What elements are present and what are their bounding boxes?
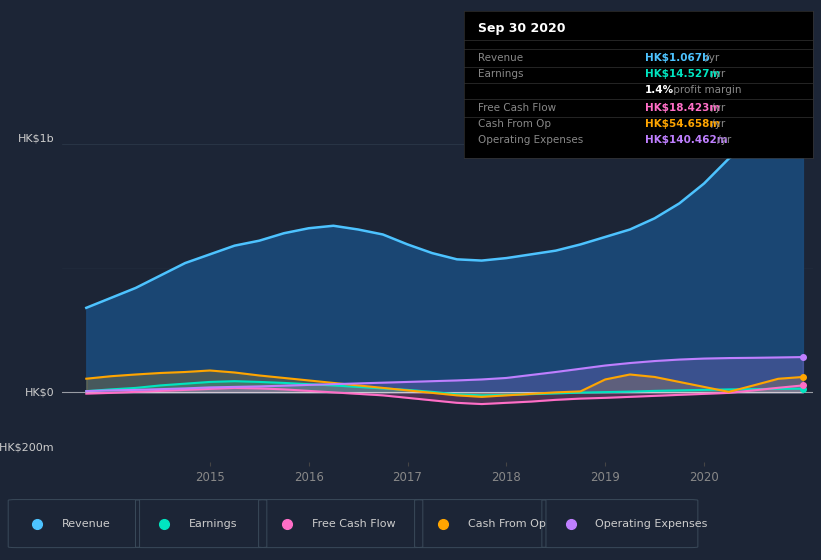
Text: /yr: /yr [702, 53, 719, 63]
Text: Sep 30 2020: Sep 30 2020 [478, 22, 566, 35]
Text: Free Cash Flow: Free Cash Flow [312, 519, 396, 529]
Text: /yr: /yr [708, 119, 726, 129]
Text: Revenue: Revenue [478, 53, 523, 63]
Text: Earnings: Earnings [478, 69, 523, 79]
Text: profit margin: profit margin [671, 85, 742, 95]
Text: /yr: /yr [708, 103, 726, 113]
Text: -HK$200m: -HK$200m [0, 442, 54, 452]
Text: /yr: /yr [714, 136, 732, 145]
Text: Earnings: Earnings [189, 519, 237, 529]
Text: HK$140.462m: HK$140.462m [645, 136, 728, 145]
Text: Free Cash Flow: Free Cash Flow [478, 103, 556, 113]
Text: Cash From Op: Cash From Op [478, 119, 551, 129]
Text: Operating Expenses: Operating Expenses [478, 136, 583, 145]
Text: 1.4%: 1.4% [645, 85, 674, 95]
Text: HK$1b: HK$1b [17, 134, 54, 144]
Text: HK$18.423m: HK$18.423m [645, 103, 721, 113]
Text: HK$0: HK$0 [25, 388, 54, 398]
Text: Revenue: Revenue [62, 519, 110, 529]
Text: /yr: /yr [708, 69, 726, 79]
Text: HK$54.658m: HK$54.658m [645, 119, 721, 129]
Text: Operating Expenses: Operating Expenses [595, 519, 708, 529]
Text: Cash From Op: Cash From Op [468, 519, 546, 529]
Text: HK$14.527m: HK$14.527m [645, 69, 721, 79]
Text: HK$1.067b: HK$1.067b [645, 53, 710, 63]
